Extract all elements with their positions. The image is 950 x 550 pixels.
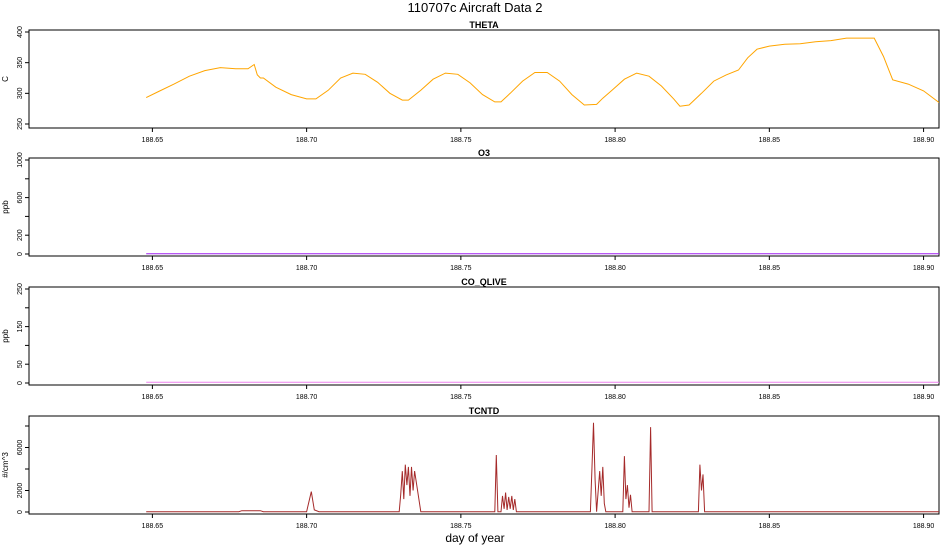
y-tick-label: 300 bbox=[17, 87, 24, 99]
series-line bbox=[146, 422, 939, 513]
x-tick-label: 188.90 bbox=[913, 394, 935, 401]
x-tick-label: 188.90 bbox=[913, 137, 935, 144]
x-tick-label: 188.80 bbox=[604, 394, 626, 401]
y-tick-label: 600 bbox=[17, 192, 24, 204]
x-tick-label: 188.70 bbox=[296, 265, 318, 272]
y-tick-label: 0 bbox=[17, 381, 24, 385]
y-axis-label: C bbox=[1, 76, 10, 82]
y-tick-label: 0 bbox=[17, 252, 24, 256]
x-tick-label: 188.65 bbox=[142, 523, 164, 530]
x-tick-label: 188.65 bbox=[142, 137, 164, 144]
plot-frame bbox=[28, 415, 940, 515]
x-tick-label: 188.65 bbox=[142, 394, 164, 401]
x-tick-label: 188.85 bbox=[759, 137, 781, 144]
x-tick-label: 188.85 bbox=[759, 265, 781, 272]
x-tick-label: 188.70 bbox=[296, 394, 318, 401]
x-tick-label: 188.85 bbox=[759, 394, 781, 401]
x-tick-label: 188.70 bbox=[296, 523, 318, 530]
plot-frame bbox=[28, 29, 940, 129]
x-tick-label: 188.90 bbox=[913, 523, 935, 530]
y-tick-label: 1000 bbox=[17, 152, 24, 168]
y-tick-label: 400 bbox=[17, 26, 24, 38]
y-tick-label: 150 bbox=[17, 321, 24, 333]
panel-title: CO_QLIVE bbox=[461, 277, 507, 287]
y-axis-label: ppb bbox=[1, 200, 10, 214]
page-title: 110707c Aircraft Data 2 bbox=[407, 0, 543, 15]
y-axis-label: #/cm^3 bbox=[1, 452, 10, 478]
y-tick-label: 350 bbox=[17, 57, 24, 69]
y-tick-label: 200 bbox=[17, 229, 24, 241]
x-tick-label: 188.80 bbox=[604, 137, 626, 144]
x-tick-label: 188.70 bbox=[296, 137, 318, 144]
x-tick-label: 188.75 bbox=[450, 265, 472, 272]
x-tick-label: 188.65 bbox=[142, 265, 164, 272]
y-tick-label: 0 bbox=[17, 510, 24, 514]
x-tick-label: 188.85 bbox=[759, 523, 781, 530]
panel-title: TCNTD bbox=[469, 406, 500, 416]
y-tick-label: 6000 bbox=[17, 440, 24, 456]
y-tick-label: 2000 bbox=[17, 483, 24, 499]
y-tick-label: 250 bbox=[17, 283, 24, 295]
y-tick-label: 50 bbox=[17, 360, 24, 368]
panel-title: O3 bbox=[478, 148, 490, 158]
panel-title: THETA bbox=[469, 20, 499, 30]
x-tick-label: 188.75 bbox=[450, 394, 472, 401]
x-tick-label: 188.75 bbox=[450, 137, 472, 144]
plot-frame bbox=[28, 157, 940, 257]
series-line bbox=[145, 37, 939, 107]
x-tick-label: 188.75 bbox=[450, 523, 472, 530]
x-tick-label: 188.80 bbox=[604, 265, 626, 272]
y-axis-label: ppb bbox=[1, 329, 10, 343]
y-tick-label: 250 bbox=[17, 118, 24, 130]
plot-frame bbox=[28, 286, 940, 386]
x-tick-label: 188.80 bbox=[604, 523, 626, 530]
x-tick-label: 188.90 bbox=[913, 265, 935, 272]
x-axis-label: day of year bbox=[445, 531, 505, 545]
